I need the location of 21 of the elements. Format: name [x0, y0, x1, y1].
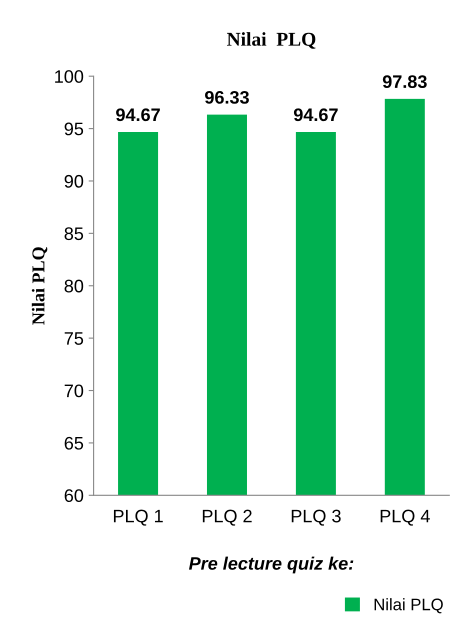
y-tick-label: 95 [64, 122, 84, 136]
data-label: 97.83 [382, 75, 427, 88]
x-axis-title: Pre lecture quiz ke: [188, 556, 354, 574]
x-tick-label: PLQ 1 [114, 510, 163, 526]
y-tick-label: 85 [64, 227, 84, 240]
data-label: 94.67 [294, 108, 338, 122]
y-tick-label: 75 [64, 332, 84, 345]
y-axis-title: Nilai PLQ [32, 247, 48, 325]
data-label: 96.33 [205, 90, 249, 104]
chart-title: Nilai PLQ [226, 32, 316, 49]
y-tick-label: 80 [64, 280, 84, 292]
y-tick-label: 90 [64, 174, 84, 188]
y-tick-label: 100 [55, 70, 84, 83]
legend-label: Nilai PLQ [374, 598, 443, 614]
y-tick-label: 70 [64, 384, 84, 398]
y-tick-label: 65 [64, 436, 84, 450]
x-tick-label: PLQ 2 [202, 510, 252, 526]
y-tick-label: 60 [64, 489, 84, 502]
data-label: 94.67 [116, 108, 160, 122]
x-tick-label: PLQ 3 [292, 510, 341, 526]
x-tick-label: PLQ 4 [380, 510, 430, 526]
